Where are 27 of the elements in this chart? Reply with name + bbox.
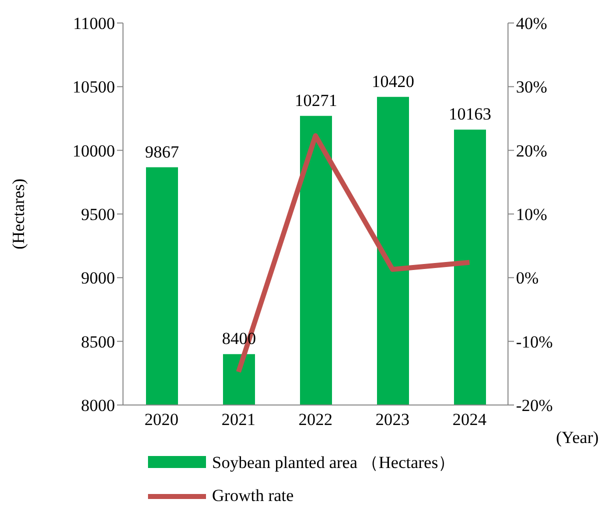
data-label: 10420 — [372, 72, 414, 91]
y-tick-label: 11000 — [73, 14, 115, 34]
data-label: 9867 — [145, 142, 180, 162]
y-tick-label: 9500 — [81, 205, 115, 224]
y-tick-label: 10000 — [72, 141, 115, 160]
x-tick-label: 2021 — [222, 410, 256, 430]
y2-tick-label: 10% — [516, 205, 548, 224]
y2-tick-label: -10% — [516, 332, 553, 352]
y-tick-label: 8000 — [81, 396, 115, 416]
legend-label: Growth rate — [212, 486, 294, 506]
y2-tick-label: 0% — [516, 268, 539, 288]
y-axis-title: (Hectares) — [9, 178, 28, 250]
y-tick-label: 10500 — [72, 78, 115, 97]
x-tick-label: 2023 — [376, 410, 410, 430]
x-tick-label: 2020 — [144, 410, 178, 430]
y2-tick-label: 30% — [516, 78, 548, 97]
y2-tick-label: -20% — [516, 396, 553, 416]
y-tick-label: 9000 — [81, 268, 115, 288]
data-label: 10271 — [294, 90, 338, 110]
x-tick-label: 2022 — [298, 410, 332, 430]
legend-label: Soybean planted area （Hectares） — [212, 452, 456, 474]
x-axis-title: (Year) — [556, 428, 599, 448]
x-tick-label: 2024 — [452, 410, 487, 430]
y2-tick-label: 20% — [516, 141, 548, 160]
y2-tick-label: 40% — [516, 14, 548, 34]
y-tick-label: 8500 — [81, 332, 115, 352]
data-label: 10163 — [448, 104, 492, 124]
